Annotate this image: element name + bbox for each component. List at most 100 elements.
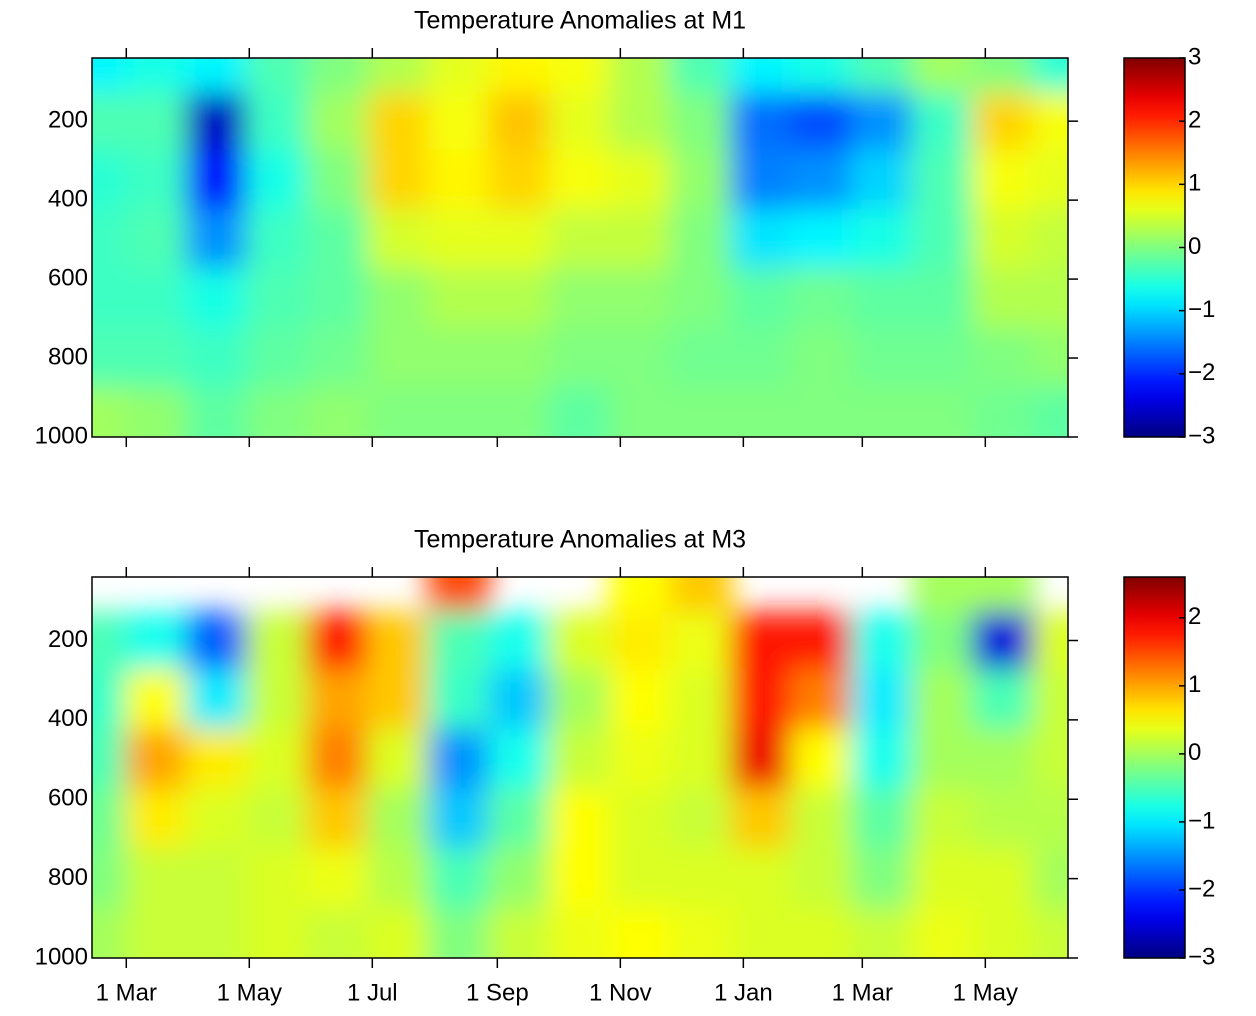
cell	[790, 847, 854, 910]
cell	[427, 577, 491, 614]
cell	[851, 268, 914, 330]
cell	[246, 386, 309, 437]
cell	[125, 268, 188, 330]
cell	[427, 611, 491, 672]
cell	[185, 847, 249, 910]
cell	[246, 788, 309, 850]
cell	[972, 92, 1035, 152]
cell	[125, 386, 188, 437]
colorbar-tick-label: 0	[1188, 233, 1201, 260]
cell	[609, 386, 672, 437]
cell	[730, 611, 793, 672]
cell	[92, 907, 128, 958]
cell	[1032, 92, 1068, 152]
cell	[92, 386, 128, 437]
cell	[125, 728, 188, 791]
cell	[609, 268, 672, 330]
cell	[911, 611, 975, 672]
cell	[92, 268, 128, 330]
cell	[367, 728, 430, 791]
cell	[609, 669, 672, 731]
cell	[246, 208, 309, 271]
cell	[972, 611, 1035, 672]
cell	[730, 386, 793, 437]
cell	[488, 208, 551, 271]
cell	[427, 149, 491, 211]
cell	[92, 611, 128, 672]
cell	[185, 386, 249, 437]
cell	[851, 669, 914, 731]
cell	[185, 788, 249, 850]
x-tick-label: 1 Nov	[589, 979, 652, 1006]
cell	[790, 611, 854, 672]
cell	[669, 577, 733, 614]
cell	[246, 611, 309, 672]
y-tick-label: 400	[48, 185, 88, 212]
colorbar-tick-label: −3	[1188, 943, 1215, 970]
cell	[669, 58, 733, 95]
cell	[367, 907, 430, 958]
cell	[246, 728, 309, 791]
cell	[185, 58, 249, 95]
cell	[911, 847, 975, 910]
cell	[851, 149, 914, 211]
cell	[730, 208, 793, 271]
cell	[851, 611, 914, 672]
cell	[246, 327, 309, 389]
cell	[851, 58, 914, 95]
cell	[306, 268, 370, 330]
cell	[1032, 268, 1068, 330]
cell	[911, 669, 975, 731]
y-tick-label: 1000	[35, 422, 88, 449]
cell	[972, 669, 1035, 731]
field	[92, 577, 1068, 958]
cell	[427, 268, 491, 330]
cell	[911, 149, 975, 211]
cell	[548, 728, 612, 791]
cell	[488, 611, 551, 672]
cell	[367, 669, 430, 731]
cell	[851, 208, 914, 271]
cell	[972, 208, 1035, 271]
cell	[92, 847, 128, 910]
cell	[972, 327, 1035, 389]
cell	[488, 788, 551, 850]
cell	[488, 92, 551, 152]
cell	[1032, 847, 1068, 910]
cell	[609, 728, 672, 791]
cell	[609, 907, 672, 958]
colorbar-tick-label: 1	[1188, 671, 1201, 698]
colorbar-tick-label: −1	[1188, 296, 1215, 323]
cell	[790, 669, 854, 731]
cell	[306, 58, 370, 95]
colorbar	[1123, 57, 1186, 438]
cell	[125, 208, 188, 271]
y-tick-label: 200	[48, 626, 88, 653]
cell	[185, 208, 249, 271]
cell	[669, 728, 733, 791]
cell	[488, 327, 551, 389]
cell	[488, 728, 551, 791]
cell	[92, 92, 128, 152]
cell	[851, 92, 914, 152]
colorbar-tick-label: 0	[1188, 739, 1201, 766]
x-tick-label: 1 Jan	[714, 979, 773, 1006]
cell	[185, 669, 249, 731]
cell	[911, 386, 975, 437]
cell	[548, 386, 612, 437]
cell	[548, 907, 612, 958]
cell	[92, 327, 128, 389]
panel: Temperature Anomalies at M3 200 400 600 800 1…	[35, 526, 1216, 1007]
cell	[669, 149, 733, 211]
cell	[1032, 58, 1068, 95]
cell	[246, 847, 309, 910]
cell	[669, 208, 733, 271]
cell	[306, 386, 370, 437]
cell	[367, 788, 430, 850]
cell	[609, 92, 672, 152]
cell	[427, 208, 491, 271]
cell	[790, 92, 854, 152]
cell	[427, 847, 491, 910]
cell	[790, 327, 854, 389]
cell	[367, 268, 430, 330]
